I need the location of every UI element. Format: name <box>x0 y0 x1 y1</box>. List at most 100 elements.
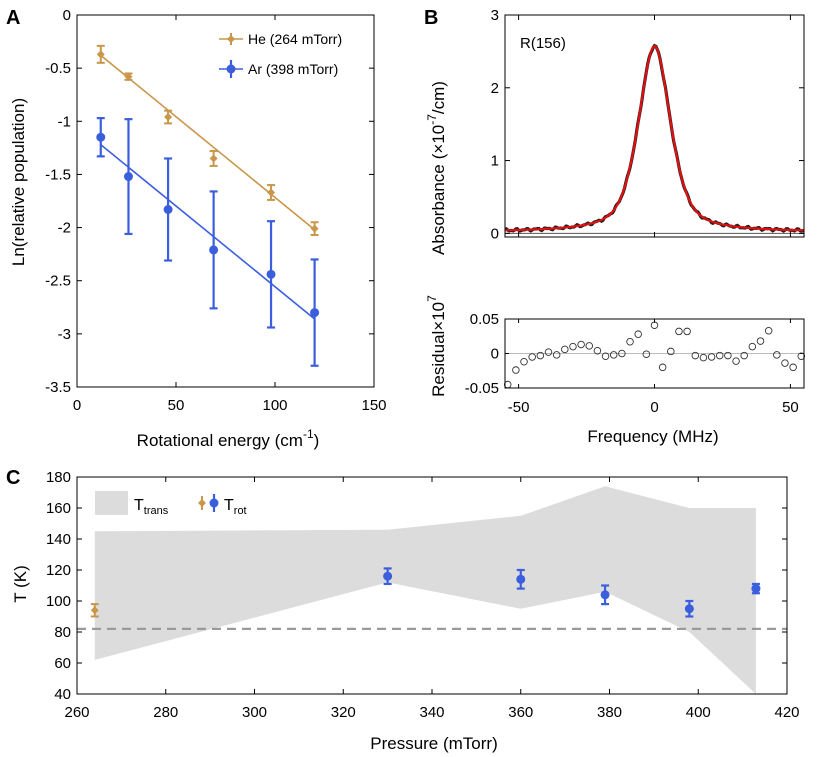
ar-point <box>266 269 276 279</box>
x-tick-label: 260 <box>64 704 89 721</box>
residual-point <box>512 366 520 374</box>
y-tick-label: 1 <box>491 153 499 170</box>
y-tick-label: 0.05 <box>470 311 499 328</box>
legend-trans-main: T <box>134 497 144 514</box>
residual-point <box>756 337 765 345</box>
ar-point <box>163 205 173 215</box>
y-tick-label: -0.05 <box>465 380 499 397</box>
residual-point <box>707 353 716 361</box>
legend-ar-marker <box>226 64 236 74</box>
panel-c-legend: Ttrans Trot <box>95 491 247 517</box>
legend-rot-ar-marker <box>209 498 219 508</box>
legend-rot-sub: rot <box>234 505 247 517</box>
residual-point <box>601 352 610 361</box>
panel-b-bottom-ylabel-sup: 7 <box>425 295 439 302</box>
legend-trans-label: Ttrans <box>134 497 169 517</box>
residual-point <box>781 359 789 367</box>
x-tick-label: 150 <box>361 397 386 414</box>
he-point <box>267 188 276 197</box>
panel-c-ylabel: T (K) <box>11 565 30 602</box>
residual-point <box>715 351 724 360</box>
residual-point <box>585 342 594 350</box>
y-tick-label: 180 <box>46 469 71 486</box>
panel-b-bottom-ylabel: Residual×107 <box>425 295 448 397</box>
y-tick-label: 0 <box>63 7 71 24</box>
residual-point <box>520 358 528 366</box>
panel-c: C 260 280 300 320 340 360 380 400 420 40 60 80 100 12… <box>6 467 800 753</box>
y-tick-label: -3.5 <box>45 379 71 396</box>
panel-c-xlabel: Pressure (mTorr) <box>370 734 498 753</box>
y-tick-label: 120 <box>46 562 71 579</box>
y-tick-label: -2 <box>58 220 71 237</box>
ar-point <box>310 308 320 318</box>
legend-trans-swatch <box>95 491 128 515</box>
he-point <box>124 72 133 81</box>
residual-point <box>650 321 659 329</box>
residual-point <box>683 327 691 336</box>
residual-point <box>544 348 553 356</box>
x-tick-label: 360 <box>508 704 533 721</box>
he-point <box>209 154 218 163</box>
panel-a-xlabel: Rotational energy (cm-1) <box>137 427 320 450</box>
panel-label-c: C <box>6 467 20 489</box>
ar-rot-point <box>751 584 761 594</box>
panel-a-xlabel-main: Rotational energy (cm <box>137 431 303 450</box>
legend-rot-label: Trot <box>224 497 247 517</box>
residual-point <box>789 363 797 372</box>
he-fit-line <box>100 54 316 231</box>
y-tick-label: 3 <box>491 7 499 24</box>
ar-rot-point <box>383 571 393 581</box>
y-tick-label: -1.5 <box>45 166 71 183</box>
ar-fit-line <box>100 144 316 320</box>
residual-point <box>764 326 773 335</box>
residual-point <box>748 342 757 351</box>
residual-point <box>593 346 602 355</box>
panel-a-legend: He (264 mTorr) Ar (398 mTorr) <box>219 31 342 78</box>
panel-a-plot-area: 0 50 100 150 0 -0.5 -1 -1.5 -2 -2.5 -3 -3.5 <box>45 7 386 414</box>
ar-point <box>209 245 219 255</box>
panel-b-top-ylabel-main: Absorbance <box>429 164 448 255</box>
panel-label-b: B <box>424 7 438 29</box>
x-tick-label: 0 <box>73 397 81 414</box>
panel-b-top-ylabel-unit-b: /cm) <box>429 81 448 114</box>
y-tick-label: 60 <box>54 655 71 672</box>
legend-he-marker <box>227 35 235 43</box>
y-tick-label: 2 <box>491 80 499 97</box>
residual-point <box>634 330 642 338</box>
residual-point <box>609 351 618 359</box>
panel-a-xlabel-sup: -1 <box>303 427 314 441</box>
x-tick-label: 100 <box>262 397 287 414</box>
x-tick-label: 400 <box>686 704 711 721</box>
residual-point <box>642 350 651 358</box>
panel-a-ylabel: Ln(relative population) <box>9 98 28 266</box>
panel-a-axes-box <box>76 14 375 388</box>
x-tick-label: 50 <box>168 397 185 414</box>
panel-c-plot-area: 260 280 300 320 340 360 380 400 420 40 60 80 100 120 1… <box>46 469 800 721</box>
residual-point <box>724 351 732 360</box>
y-tick-label: 100 <box>46 593 71 610</box>
y-tick-label: 160 <box>46 500 71 517</box>
y-tick-label: -2.5 <box>45 273 71 290</box>
residual-point <box>658 363 667 372</box>
residual-point <box>569 342 577 351</box>
panel-a: A 0 50 100 150 0 -0.5 -1 -1.5 -2 -2.5 -3 -3.5 He (2… <box>6 7 387 450</box>
x-tick-label: 0 <box>650 399 658 416</box>
panel-b-top-ylabel-unit-a: (×10 <box>429 125 448 160</box>
x-tick-label: 50 <box>782 399 799 416</box>
y-tick-label: -1 <box>58 113 71 130</box>
residual-point <box>667 347 675 356</box>
panel-b-bottom-plot-area: -50 0 50 0.05 0 -0.05 <box>465 311 806 416</box>
x-tick-label: 280 <box>153 704 178 721</box>
panel-b: B 0 1 2 3 R(156) Absorbance (×10-7/cm) -50 0 5… <box>424 7 806 446</box>
x-tick-label: 380 <box>597 704 622 721</box>
panel-a-xlabel-end: ) <box>314 431 320 450</box>
x-tick-label: 300 <box>242 704 267 721</box>
fit-absorbance-line <box>504 45 805 232</box>
panel-b-bottom-ylabel-main: Residual×10 <box>429 302 448 397</box>
panel-b-top-plot-area: 0 1 2 3 <box>491 7 805 242</box>
ar-rot-point <box>684 604 694 614</box>
residual-point <box>577 340 585 349</box>
x-tick-label: 320 <box>331 704 356 721</box>
residual-point <box>675 327 683 336</box>
y-tick-label: 0 <box>491 346 499 363</box>
